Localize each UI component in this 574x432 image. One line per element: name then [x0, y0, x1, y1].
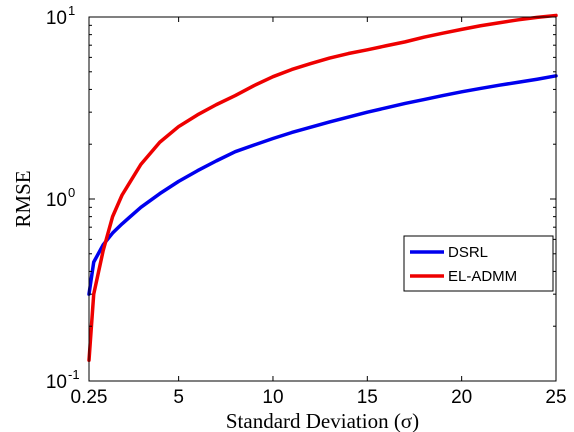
y-tick-exponent: -1	[68, 367, 80, 382]
ticks-layer	[88, 16, 557, 382]
y-tick-exponent: 1	[68, 3, 75, 18]
x-tick-label: 5	[173, 387, 184, 408]
y-tick-label: 10	[46, 8, 67, 29]
plot-frame	[88, 16, 557, 382]
x-tick-label: 25	[545, 387, 566, 408]
legend-label: EL-ADMM	[448, 268, 517, 285]
series-line-el-admm	[87, 13, 558, 363]
y-tick-label: 10	[46, 190, 67, 211]
series-line-dsrl	[87, 74, 558, 296]
series-layer	[87, 13, 558, 363]
x-tick-label: 20	[451, 387, 472, 408]
x-axis-title: Standard Deviation (σ)	[226, 409, 419, 432]
legend-box	[403, 235, 554, 292]
legend-label: DSRL	[448, 244, 488, 261]
legend: DSRL EL-ADMM	[403, 235, 554, 292]
x-tick-label: 10	[262, 387, 283, 408]
y-axis-title: RMSE	[11, 170, 35, 227]
x-tick-label: 0.25	[71, 387, 108, 408]
y-tick-label: 10	[46, 372, 67, 393]
y-tick-exponent: 0	[68, 185, 75, 200]
x-tick-label: 15	[357, 387, 378, 408]
